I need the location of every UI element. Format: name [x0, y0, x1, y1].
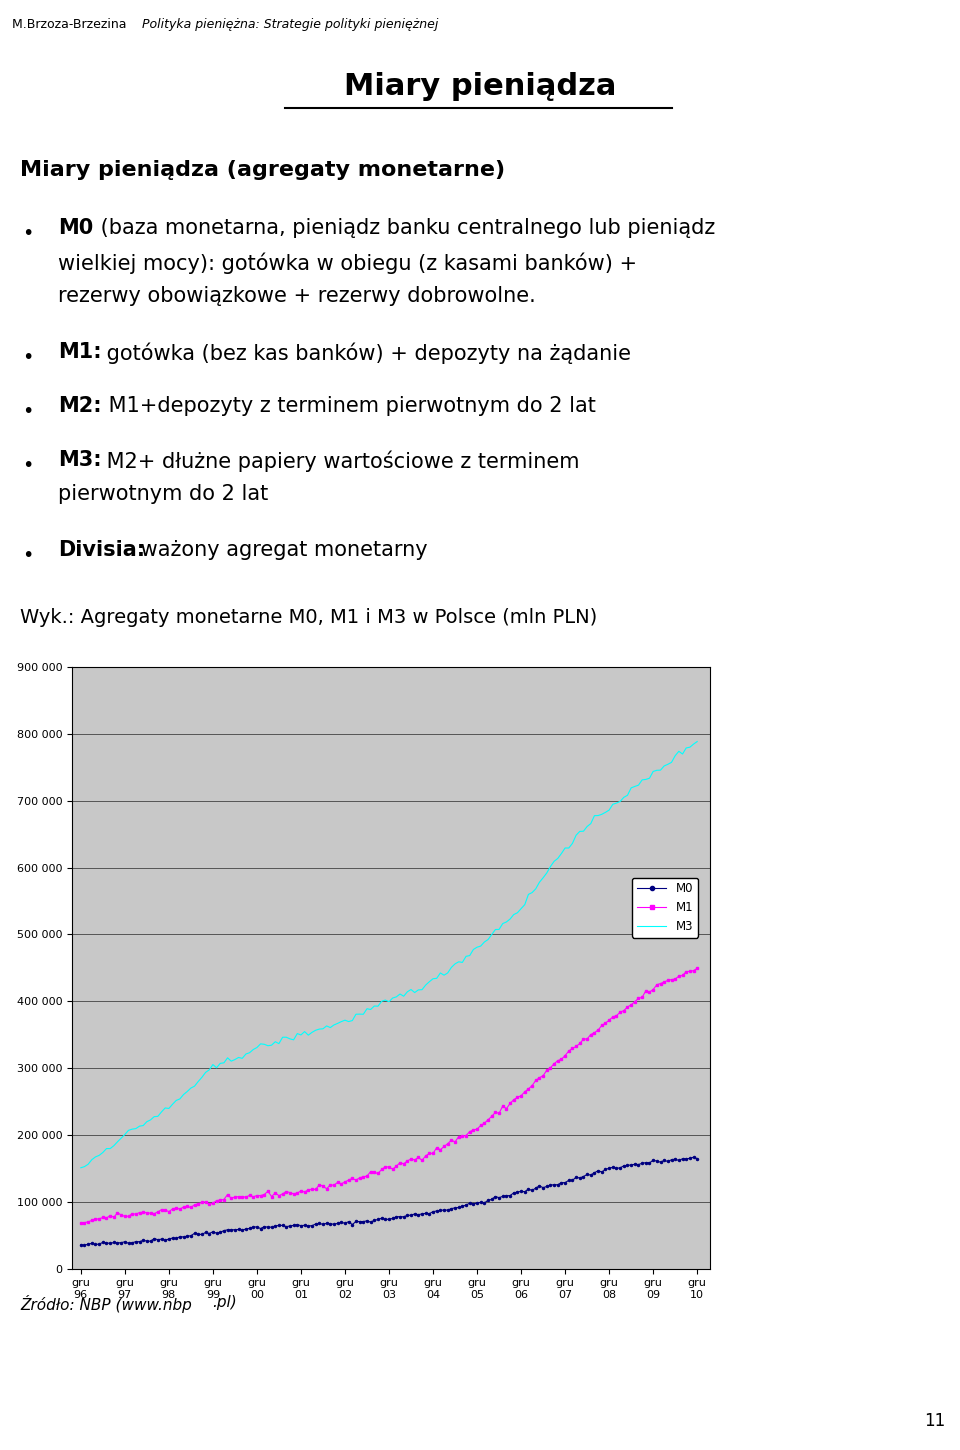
M1 [662, 972, 674, 989]
M3 [566, 835, 578, 853]
M0 [570, 1169, 582, 1186]
Text: •: • [22, 223, 34, 244]
Text: gotówka (bez kas banków) + depozyty na żądanie: gotówka (bez kas banków) + depozyty na ż… [100, 342, 631, 364]
M1 [240, 1189, 252, 1206]
M1 [556, 1051, 567, 1069]
M0 [244, 1219, 255, 1237]
Text: M1:: M1: [58, 342, 102, 362]
M0 [691, 1150, 703, 1167]
Text: (baza monetarna, pieniądz banku centralnego lub pieniądz: (baza monetarna, pieniądz banku centraln… [94, 218, 715, 238]
M0 [687, 1148, 699, 1166]
Text: M1+depozyty z terminem pierwotnym do 2 lat: M1+depozyty z terminem pierwotnym do 2 l… [102, 396, 596, 416]
Text: ważony agregat monetarny: ważony agregat monetarny [134, 539, 427, 560]
Text: •: • [22, 402, 34, 420]
M3 [691, 732, 703, 750]
Text: 11: 11 [924, 1412, 945, 1430]
Text: M.Brzoza-Brzezina: M.Brzoza-Brzezina [12, 17, 131, 30]
M3 [600, 803, 612, 821]
Text: •: • [22, 348, 34, 367]
Text: Źródło: NBP (www.nbp: Źródło: NBP (www.nbp [20, 1295, 192, 1314]
Text: •: • [22, 547, 34, 566]
Text: Polityka pieniężna: Strategie polityki pieniężnej: Polityka pieniężna: Strategie polityki p… [142, 17, 439, 30]
M3 [662, 755, 674, 773]
Line: M3: M3 [81, 741, 697, 1167]
Text: Wyk.: Agregaty monetarne M0, M1 i M3 w Polsce (mln PLN): Wyk.: Agregaty monetarne M0, M1 i M3 w P… [20, 608, 597, 626]
Text: .pl): .pl) [212, 1295, 237, 1309]
Text: pierwotnym do 2 lat: pierwotnym do 2 lat [58, 484, 268, 505]
Text: M0: M0 [58, 218, 93, 238]
M1 [317, 1177, 328, 1195]
Line: M1: M1 [80, 967, 698, 1224]
M0 [321, 1215, 332, 1232]
Text: Miary pieniądza (agregaty monetarne): Miary pieniądza (agregaty monetarne) [20, 160, 505, 180]
Text: M2+ dłużne papiery wartościowe z terminem: M2+ dłużne papiery wartościowe z termine… [100, 450, 580, 471]
M1 [566, 1040, 578, 1057]
M1 [600, 1015, 612, 1032]
M1 [691, 960, 703, 977]
M3 [75, 1159, 86, 1176]
M3 [556, 845, 567, 863]
Line: M0: M0 [80, 1156, 698, 1246]
Text: M3:: M3: [58, 450, 102, 470]
M1 [75, 1214, 86, 1231]
Text: wielkiej mocy): gotówka w obiegu (z kasami banków) +: wielkiej mocy): gotówka w obiegu (z kasa… [58, 252, 637, 274]
M0 [665, 1151, 677, 1169]
M0 [604, 1160, 615, 1177]
Legend: M0, M1, M3: M0, M1, M3 [632, 877, 698, 938]
M3 [317, 1021, 328, 1038]
M0 [560, 1174, 571, 1192]
M0 [75, 1237, 86, 1254]
M0 [79, 1237, 90, 1254]
Text: •: • [22, 455, 34, 476]
Text: Divisia:: Divisia: [58, 539, 145, 560]
Text: M2:: M2: [58, 396, 102, 416]
Text: Miary pieniądza: Miary pieniądza [344, 72, 616, 102]
Text: rezerwy obowiązkowe + rezerwy dobrowolne.: rezerwy obowiązkowe + rezerwy dobrowolne… [58, 286, 536, 306]
M3 [240, 1045, 252, 1063]
